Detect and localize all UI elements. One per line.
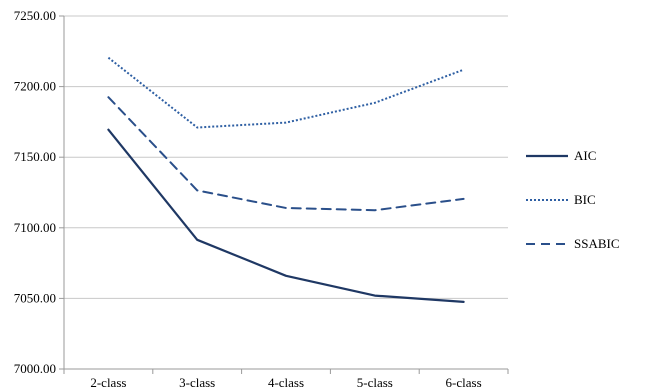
x-tick-label: 4-class [268, 375, 304, 390]
legend-label: SSABIC [574, 236, 620, 251]
grid-layer [64, 15, 508, 299]
legend: AIC BIC SSABIC [526, 148, 620, 251]
x-tick-labels: 2-class 3-class 4-class 5-class 6-class [90, 375, 481, 390]
legend-entry-bic: BIC [526, 192, 596, 207]
y-tick-label: 7250.00 [14, 8, 56, 23]
x-tick-label: 2-class [90, 375, 126, 390]
series-line-ssabic [107, 96, 465, 212]
y-tick-label: 7050.00 [14, 290, 56, 305]
y-tick-labels: 7000.00 7050.00 7100.00 7150.00 7200.00 7250.… [14, 8, 56, 376]
series-layer [107, 56, 465, 303]
x-tick-label: 3-class [179, 375, 215, 390]
legend-entry-aic: AIC [526, 148, 596, 163]
series-line-bic [107, 56, 464, 129]
y-tick-label: 7150.00 [14, 149, 56, 164]
y-tick-label: 7200.00 [14, 79, 56, 94]
legend-label: BIC [574, 192, 596, 207]
legend-entry-ssabic: SSABIC [526, 236, 620, 251]
x-tick-label: 5-class [357, 375, 393, 390]
axis-layer [59, 15, 509, 374]
y-tick-label: 7000.00 [14, 361, 56, 376]
y-tick-label: 7100.00 [14, 220, 56, 235]
series-line-aic [107, 128, 465, 303]
x-tick-label: 6-class [446, 375, 482, 390]
legend-label: AIC [574, 148, 596, 163]
